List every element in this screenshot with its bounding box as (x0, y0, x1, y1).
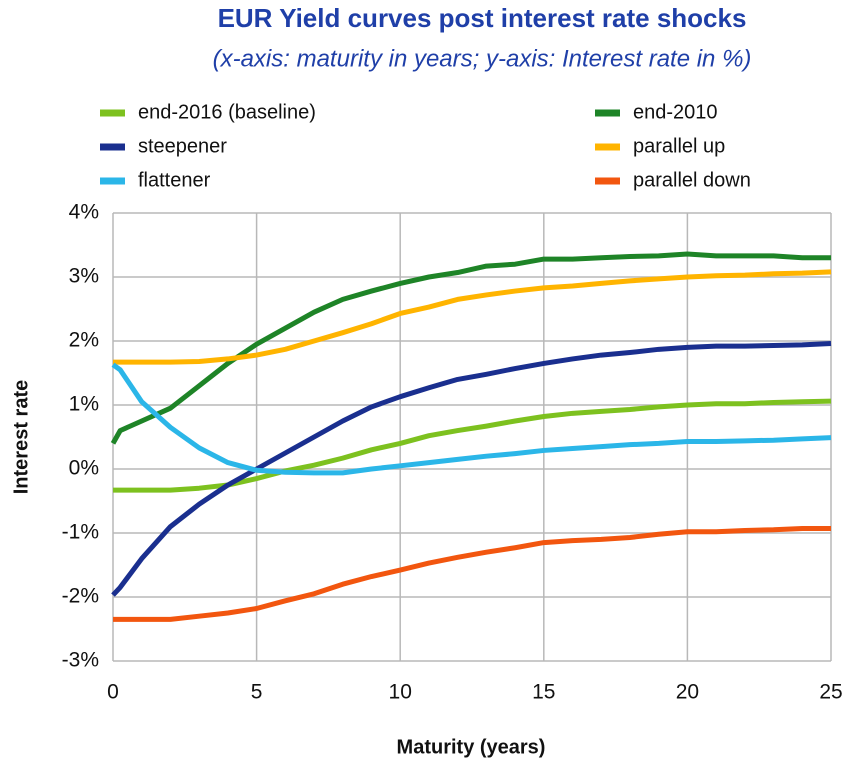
y-tick-label: 4% (69, 201, 99, 224)
legend-swatch (595, 109, 620, 117)
y-tick-label: 2% (69, 329, 99, 352)
legend-swatch (100, 177, 125, 185)
legend-label: flattener (138, 169, 211, 191)
series-line (113, 398, 832, 493)
x-tick-label: 15 (532, 681, 555, 704)
series-line (113, 526, 831, 622)
x-tick-label: 20 (676, 681, 699, 704)
x-tick-label: 5 (251, 681, 263, 704)
legend-swatch (595, 143, 620, 151)
legend-label: parallel down (633, 169, 751, 191)
y-tick-label: -2% (62, 585, 99, 608)
y-tick-label: 3% (69, 265, 99, 288)
legend-label: end-2010 (633, 101, 718, 123)
chart-title: EUR Yield curves post interest rate shoc… (218, 3, 747, 33)
legend-swatch (100, 109, 125, 117)
legend-label: parallel up (633, 135, 725, 157)
x-axis-label: Maturity (years) (397, 736, 546, 758)
x-tick-label: 10 (389, 681, 412, 704)
y-axis-label: Interest rate (10, 380, 32, 495)
x-tick-label: 25 (819, 681, 842, 704)
series-line (111, 362, 832, 476)
y-tick-label: 0% (69, 457, 99, 480)
y-tick-label: -1% (62, 521, 99, 544)
series-line (110, 251, 831, 445)
x-tick-label: 0 (107, 681, 119, 704)
legend-swatch (595, 177, 620, 185)
legend-label: steepener (138, 135, 227, 157)
series-line (111, 341, 832, 597)
series-line (113, 269, 832, 365)
y-tick-label: 1% (69, 393, 99, 416)
legend-swatch (100, 143, 125, 151)
legend-label: end-2016 (baseline) (138, 101, 316, 123)
chart-subtitle: (x-axis: maturity in years; y-axis: Inte… (213, 45, 752, 72)
y-tick-label: -3% (62, 649, 99, 672)
